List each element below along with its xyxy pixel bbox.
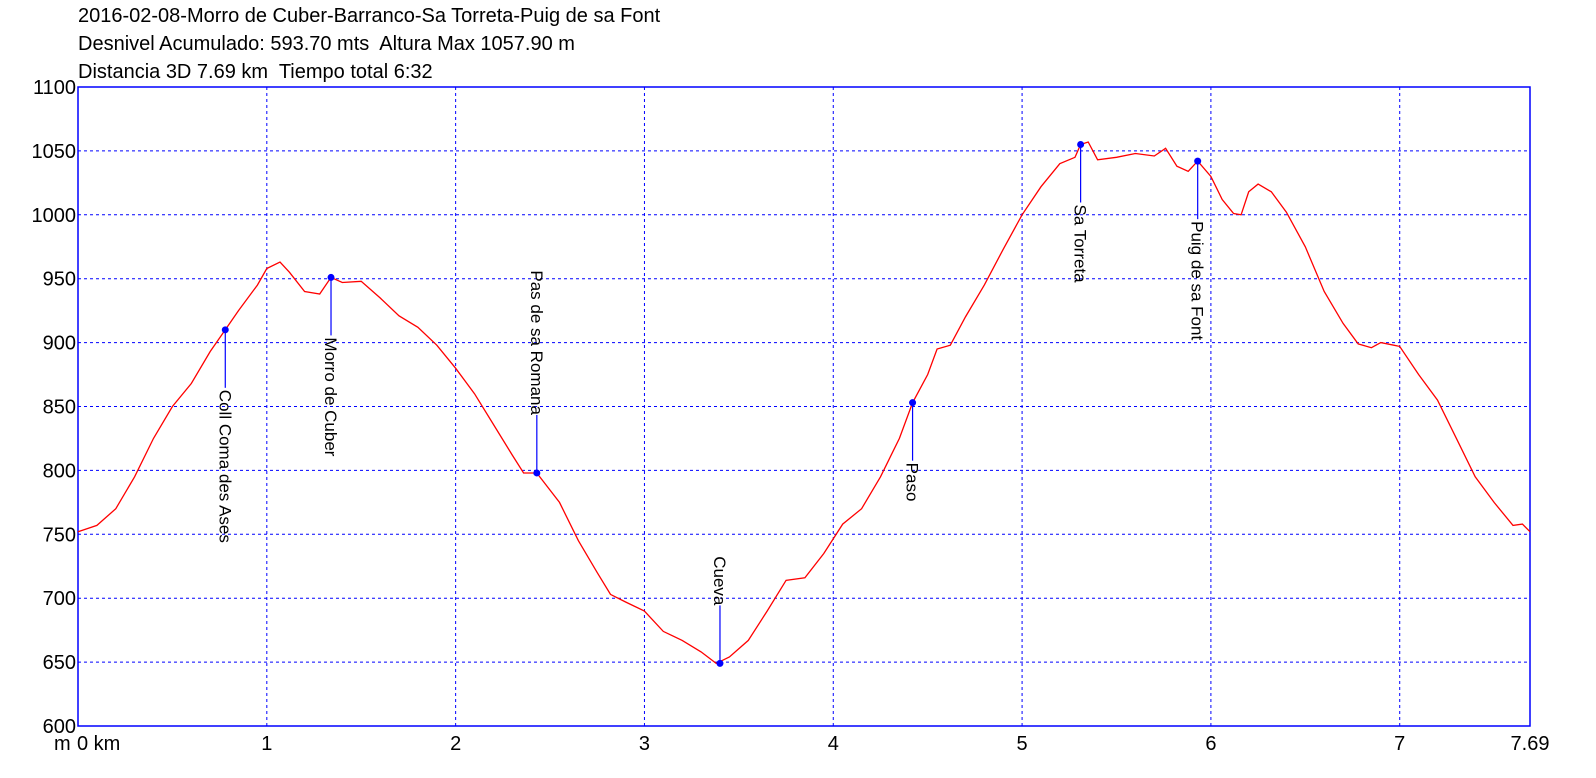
waypoint-label: Coll Coma des Ases (215, 390, 234, 543)
x-tick-label: 7 (1394, 733, 1405, 755)
elevation-stats: Desnivel Acumulado: 593.70 mts Altura Ma… (78, 33, 575, 55)
y-tick-label: 700 (43, 588, 76, 610)
y-tick-label: 950 (43, 269, 76, 291)
waypoint-dot (1194, 157, 1202, 165)
waypoint-dot (221, 326, 229, 334)
elevation-line (77, 141, 1531, 665)
x-tick-label: 6 (1205, 733, 1216, 755)
distance-time-stats: Distancia 3D 7.69 km Tiempo total 6:32 (78, 61, 433, 83)
y-tick-label: 900 (43, 333, 76, 355)
x-tick-label: 5 (1017, 733, 1028, 755)
waypoint-dot (909, 399, 917, 407)
waypoint-label: Paso (903, 463, 922, 502)
y-tick-label: 600 (43, 716, 76, 738)
x-tick-label: 4 (828, 733, 839, 755)
y-tick-label: 650 (43, 652, 76, 674)
waypoints: Coll Coma des Ases Morro de Cuber Pas de s… (215, 141, 1207, 667)
y-tick-label: 800 (43, 460, 76, 482)
x-tick-label: 1 (261, 733, 272, 755)
waypoint-label: Morro de Cuber (321, 337, 340, 456)
x-tick-label: 7.69 (1511, 733, 1550, 755)
waypoint-dot (327, 273, 335, 281)
waypoint-label: Pas de sa Romana (527, 270, 546, 415)
axis-labels: 600 650 700 750 800 850 900 950 1000 1050 1100 0 km… (32, 77, 1550, 755)
plot-frame (77, 86, 1531, 727)
waypoint-dot (1077, 141, 1085, 149)
waypoint-marker: Coll Coma des Ases (215, 326, 234, 543)
x-axis-unit: m (54, 733, 71, 755)
waypoint-marker: Morro de Cuber (321, 273, 340, 457)
waypoint-marker: Cueva (710, 556, 729, 667)
x-tick-label: 0 km (77, 733, 120, 755)
x-tick-label: 2 (450, 733, 461, 755)
waypoint-marker: Paso (903, 399, 922, 501)
waypoint-dot (716, 659, 724, 667)
waypoint-marker: Pas de sa Romana (527, 270, 546, 477)
waypoint-dot (533, 469, 541, 477)
waypoint-label: Sa Torreta (1071, 205, 1090, 284)
y-tick-label: 850 (43, 397, 76, 419)
y-tick-label: 1000 (32, 205, 77, 227)
waypoint-label: Cueva (710, 556, 729, 606)
chart-title: 2016-02-08-Morro de Cuber-Barranco-Sa To… (78, 5, 661, 27)
grid-lines (78, 87, 1530, 726)
x-tick-label: 3 (639, 733, 650, 755)
waypoint-marker: Puig de sa Font (1188, 157, 1207, 340)
waypoint-label: Puig de sa Font (1188, 221, 1207, 340)
waypoint-marker: Sa Torreta (1071, 141, 1090, 283)
y-tick-label: 1100 (33, 77, 76, 99)
y-tick-label: 750 (43, 524, 76, 546)
y-tick-label: 1050 (32, 141, 77, 163)
